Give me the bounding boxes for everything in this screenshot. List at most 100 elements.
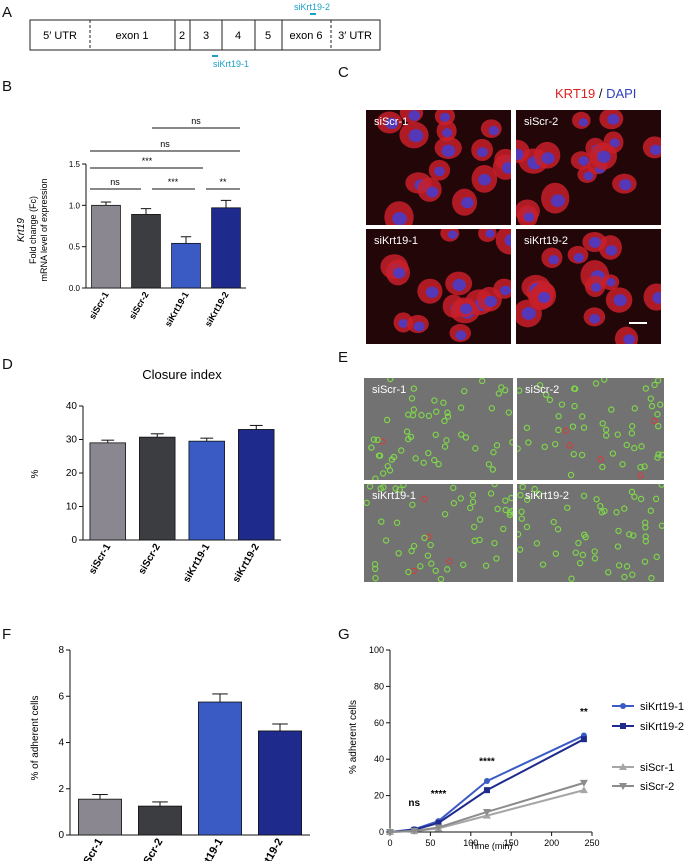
cell-marker xyxy=(629,571,636,578)
cell-marker xyxy=(523,424,531,431)
cell-marker xyxy=(425,533,432,540)
micrograph-bf-4: siKrt19-2 xyxy=(517,484,664,582)
cell-marker xyxy=(581,531,588,538)
panel-letter-a: A xyxy=(2,4,13,21)
cell-marker xyxy=(417,563,424,570)
cell-marker xyxy=(368,444,375,451)
cell-marker xyxy=(642,385,650,392)
cell-marker xyxy=(428,560,435,567)
cell-marker xyxy=(432,431,439,438)
cell-marker xyxy=(601,507,608,515)
cell-nucleus xyxy=(538,291,551,303)
cell-marker xyxy=(487,490,495,497)
data-point xyxy=(435,819,442,826)
category-label: siKrt19-1 xyxy=(181,542,212,582)
bar xyxy=(171,242,201,289)
cell-marker xyxy=(435,460,442,468)
cell-marker xyxy=(364,499,370,507)
cell-marker xyxy=(654,378,662,384)
cell-nucleus xyxy=(452,278,466,292)
y-tick-label: 40 xyxy=(66,401,78,412)
legend-label: siScr-2 xyxy=(640,781,674,793)
sirna-label-2: siKrt19-2 xyxy=(294,2,330,12)
gene-segment: 5′ UTR xyxy=(43,30,77,42)
cell-marker xyxy=(405,568,412,576)
cell-nucleus xyxy=(609,138,620,148)
y-axis-label: % of adherent cells xyxy=(30,695,41,780)
cell-nucleus xyxy=(500,285,511,296)
cell-marker xyxy=(432,567,439,574)
cell-marker xyxy=(408,395,416,402)
cell-marker xyxy=(517,445,521,452)
cell-marker xyxy=(441,417,448,425)
cell-nucleus xyxy=(607,113,620,125)
cell-image xyxy=(364,484,513,582)
cell-marker xyxy=(652,495,660,503)
cell-nucleus xyxy=(408,110,421,121)
cell-marker xyxy=(523,496,531,503)
sig-label: ** xyxy=(219,177,227,187)
y-tick-label: 100 xyxy=(369,645,384,655)
gene-segment: exon 1 xyxy=(115,30,148,42)
cell-marker xyxy=(440,399,447,406)
y-tick-label: 0.0 xyxy=(69,284,81,293)
cell-nucleus xyxy=(501,162,511,174)
bar xyxy=(78,798,123,836)
x-tick-label: 250 xyxy=(584,838,599,848)
cell-marker xyxy=(648,402,656,410)
data-point xyxy=(410,827,419,835)
gene-segment: 5 xyxy=(265,30,271,42)
cell-marker xyxy=(517,531,522,538)
panel-letter-d: D xyxy=(2,356,13,373)
data-point xyxy=(482,808,491,816)
category-label: siScr-1 xyxy=(77,837,106,861)
cell-marker xyxy=(579,551,587,559)
micrograph-label: siKrt19-1 xyxy=(372,490,417,502)
cell-nucleus xyxy=(597,150,611,163)
cell-image xyxy=(517,484,664,582)
cell-marker xyxy=(591,548,598,555)
cell-marker xyxy=(642,538,650,545)
category-label: siScr-2 xyxy=(137,837,166,861)
cell-marker xyxy=(476,536,483,544)
cell-marker xyxy=(443,437,450,444)
cell-marker xyxy=(398,447,405,454)
cell-marker xyxy=(372,475,379,480)
cell-marker xyxy=(410,385,418,392)
micrograph-label: siKrt19-2 xyxy=(525,490,570,502)
cell-nucleus xyxy=(578,156,589,166)
cell-marker xyxy=(412,455,419,462)
cell-marker xyxy=(410,542,418,550)
y-tick-label: 10 xyxy=(66,502,78,513)
cell-marker xyxy=(469,491,477,499)
cell-nucleus xyxy=(460,303,473,315)
sig-label: *** xyxy=(142,156,153,166)
cell-nucleus xyxy=(434,166,445,177)
cell-marker xyxy=(567,471,575,479)
cell-marker xyxy=(614,431,621,438)
x-tick-label: 150 xyxy=(504,838,519,848)
cell-marker xyxy=(372,574,379,582)
micrograph-bf-1: siScr-1 xyxy=(364,378,513,480)
legend-marker xyxy=(620,703,626,709)
data-point xyxy=(483,778,490,785)
category-label: siKrt19-2 xyxy=(203,290,231,328)
cell-nucleus xyxy=(591,282,602,292)
x-tick-label: 0 xyxy=(387,838,392,848)
cell-nucleus xyxy=(541,152,555,165)
cell-marker xyxy=(493,442,501,449)
cell-marker xyxy=(566,442,574,449)
cell-image xyxy=(517,378,664,479)
cell-nucleus xyxy=(455,330,467,341)
cell-marker xyxy=(539,561,547,568)
cell-marker xyxy=(491,539,498,547)
cell-marker xyxy=(658,522,664,529)
y-tick-label: 0.5 xyxy=(69,243,81,252)
gene-segment: 2 xyxy=(179,30,185,42)
cell-marker xyxy=(405,411,412,418)
cell-image xyxy=(516,110,661,225)
cell-marker xyxy=(374,436,381,444)
gene-segment: exon 6 xyxy=(289,30,322,42)
cell-marker xyxy=(489,466,497,473)
cell-marker xyxy=(427,541,434,549)
